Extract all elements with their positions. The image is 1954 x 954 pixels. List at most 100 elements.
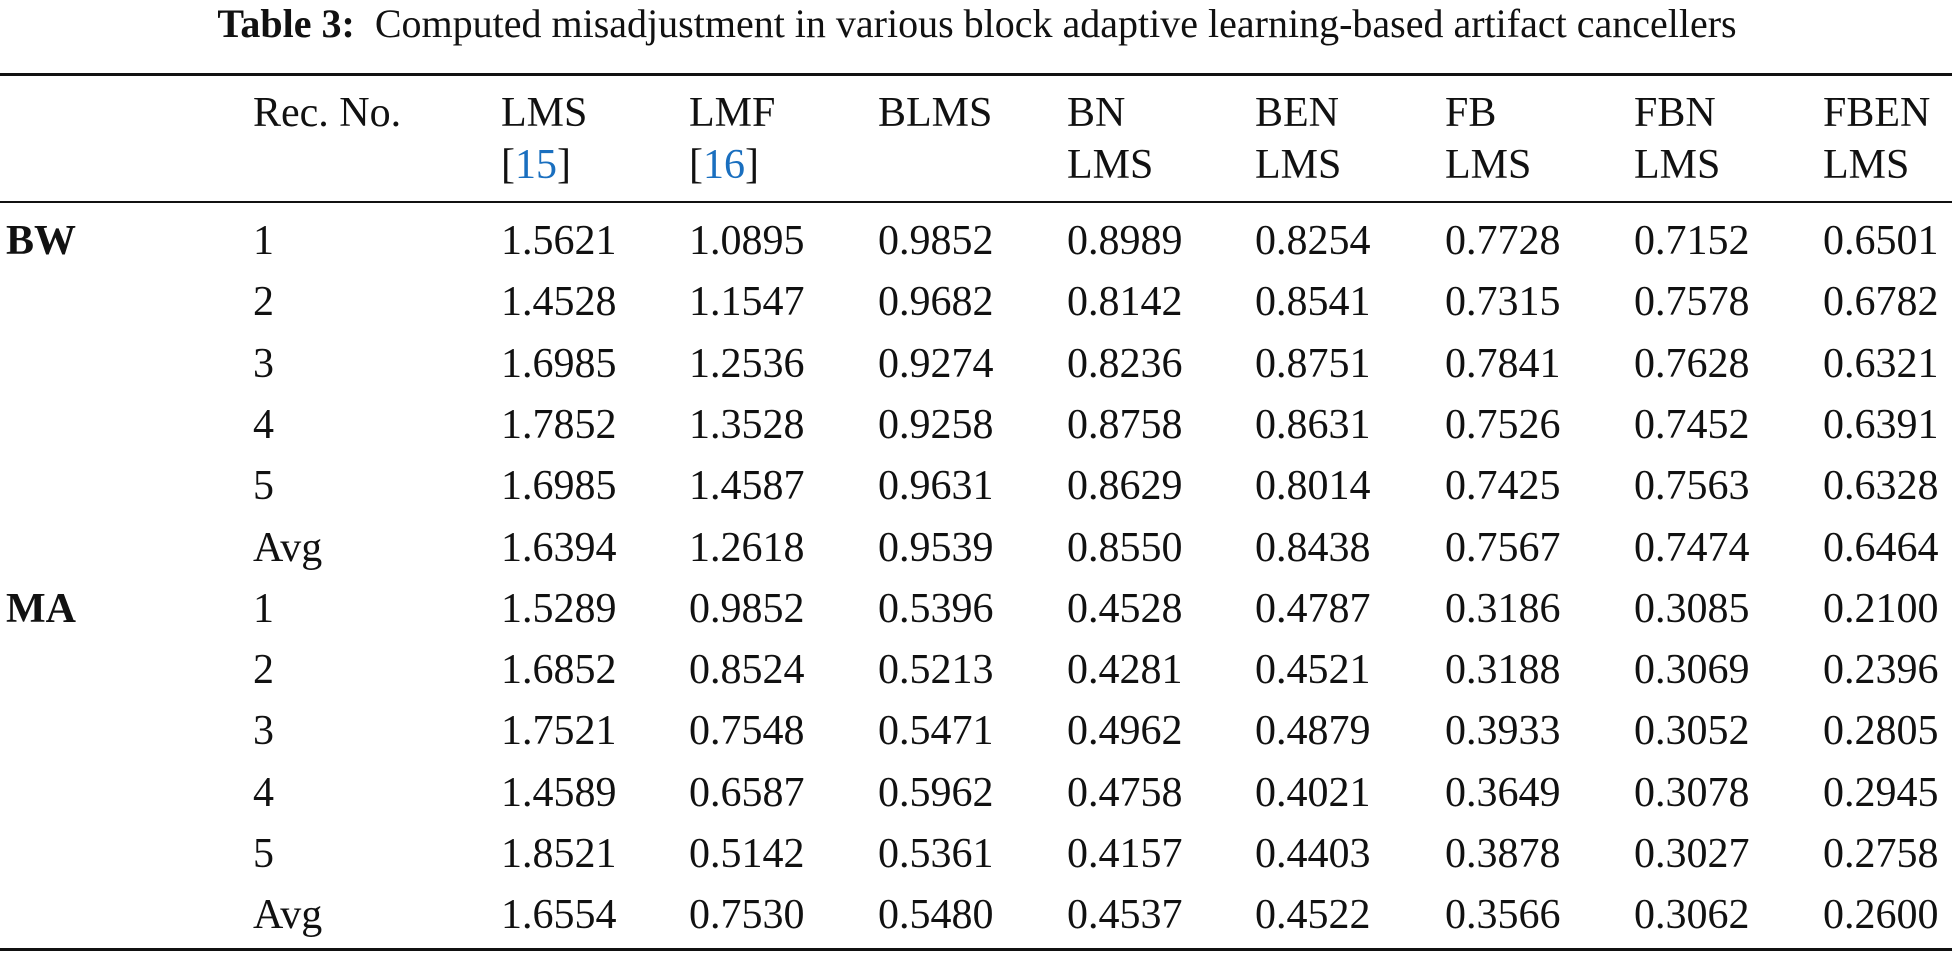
cell: 0.3188	[1445, 647, 1561, 694]
cell: 0.8438	[1255, 524, 1371, 571]
cell: 0.5962	[878, 769, 994, 816]
cell: 0.7563	[1634, 463, 1750, 510]
cell: 0.4879	[1255, 708, 1371, 755]
cell: 1.7852	[501, 401, 617, 448]
cell: 1.7521	[501, 708, 617, 755]
cell: 0.7452	[1634, 401, 1750, 448]
top-rule	[0, 73, 1952, 76]
cell: 2	[253, 647, 274, 694]
cell: 0.6501	[1823, 218, 1939, 264]
cell: 1.3528	[689, 401, 805, 448]
cell: 0.3078	[1634, 769, 1750, 816]
cell: 0.4522	[1255, 892, 1371, 939]
header-cell: BLMS	[878, 90, 993, 136]
cell: 4	[253, 401, 274, 448]
cell: 0.8550	[1067, 524, 1183, 571]
cell: 0.6464	[1823, 524, 1939, 571]
cell: 0.6328	[1823, 463, 1939, 510]
cell: 4	[253, 769, 274, 816]
cell: 0.7152	[1634, 218, 1750, 264]
cell: 1.4589	[501, 769, 617, 816]
cell: 0.5142	[689, 831, 805, 877]
group-label: BW	[6, 218, 77, 264]
cell: 0.9274	[878, 340, 994, 387]
cell: 0.8236	[1067, 340, 1183, 387]
bracket: ]	[745, 142, 759, 188]
cell: 0.7315	[1445, 279, 1561, 326]
cell: 1	[253, 585, 274, 632]
cell: 0.8629	[1067, 463, 1183, 510]
cell: 0.6587	[689, 769, 805, 816]
header-cell: FBEN	[1823, 90, 1931, 136]
cell: 0.5213	[878, 647, 994, 694]
cell: 1.2536	[689, 340, 805, 387]
cell: 0.8989	[1067, 218, 1183, 264]
cell: 1.6985	[501, 340, 617, 387]
cell: 0.8541	[1255, 279, 1371, 326]
cell: 1.8521	[501, 831, 617, 877]
cell: 0.9852	[878, 218, 994, 264]
cell: 0.4281	[1067, 647, 1183, 694]
cell: 0.4787	[1255, 585, 1371, 632]
cell: 1.2618	[689, 524, 805, 571]
cell: 0.3069	[1634, 647, 1750, 694]
cell: 0.7530	[689, 892, 805, 939]
cell: 0.4521	[1255, 647, 1371, 694]
header-cell: LMS	[501, 90, 588, 136]
caption-text: Computed misadjustment in various block …	[374, 1, 1737, 46]
cell: 0.4962	[1067, 708, 1183, 755]
cell: 1.5621	[501, 218, 617, 264]
header-ref: [16]	[689, 144, 759, 186]
cell: 0.7474	[1634, 524, 1750, 571]
header-cell: Rec. No.	[253, 90, 402, 136]
header-cell: LMS	[1255, 142, 1342, 188]
cell: 0.2396	[1823, 647, 1939, 694]
cell: 0.8254	[1255, 218, 1371, 264]
cell: 3	[253, 708, 274, 755]
cell: 5	[253, 463, 274, 510]
cell: 1.6852	[501, 647, 617, 694]
cell: 0.9631	[878, 463, 994, 510]
cell: 0.8758	[1067, 401, 1183, 448]
cell: 0.3878	[1445, 831, 1561, 877]
cell: 0.3085	[1634, 585, 1750, 632]
header-cell: BEN	[1255, 90, 1339, 136]
cell: 0.9682	[878, 279, 994, 326]
cell: 0.3027	[1634, 831, 1750, 877]
cell: 1.0895	[689, 218, 805, 264]
cell: 0.3062	[1634, 892, 1750, 939]
cell: 0.7728	[1445, 218, 1561, 264]
cell: 0.3186	[1445, 585, 1561, 632]
cell: 0.9539	[878, 524, 994, 571]
cell: 0.5361	[878, 831, 994, 877]
caption: Table 3: Computed misadjustment in vario…	[0, 2, 1954, 46]
cell: 3	[253, 340, 274, 387]
cell: 0.8631	[1255, 401, 1371, 448]
header-cell: FBN	[1634, 90, 1716, 136]
cell: 0.7548	[689, 708, 805, 755]
cell: 0.6782	[1823, 279, 1939, 326]
bracket: [	[689, 142, 703, 188]
bottom-rule	[0, 948, 1952, 951]
cell: 5	[253, 831, 274, 877]
cell: 0.8014	[1255, 463, 1371, 510]
cell: 0.7526	[1445, 401, 1561, 448]
header-cell: LMF	[689, 90, 776, 136]
cell: 0.2600	[1823, 892, 1939, 939]
cell: 0.9852	[689, 585, 805, 632]
cell: 0.4758	[1067, 769, 1183, 816]
cell: 0.6321	[1823, 340, 1939, 387]
cell: 0.2100	[1823, 585, 1939, 632]
cell: 0.4157	[1067, 831, 1183, 877]
group-label: MA	[6, 585, 76, 632]
cell: 1.6554	[501, 892, 617, 939]
cell: 0.3649	[1445, 769, 1561, 816]
cell: 0.9258	[878, 401, 994, 448]
cell: 0.2758	[1823, 831, 1939, 877]
cell: 1	[253, 218, 274, 264]
cell: 0.7841	[1445, 340, 1561, 387]
cell: 0.4537	[1067, 892, 1183, 939]
cell: 0.5396	[878, 585, 994, 632]
cell: 1.5289	[501, 585, 617, 632]
cell: Avg	[253, 524, 323, 571]
